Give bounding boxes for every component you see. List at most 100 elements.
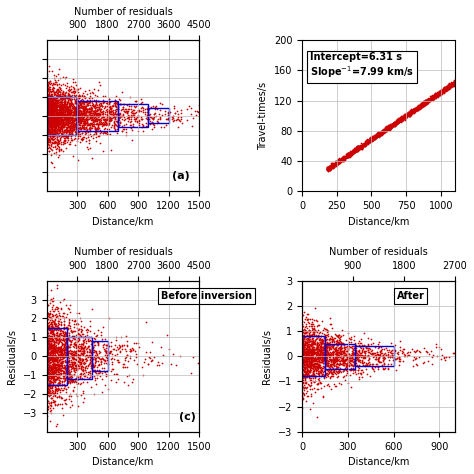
Point xyxy=(44,106,51,114)
Point xyxy=(66,108,74,115)
Point xyxy=(319,344,327,352)
Point xyxy=(392,118,400,125)
Point xyxy=(82,116,90,123)
Point xyxy=(313,413,321,420)
Point xyxy=(49,349,56,357)
Point xyxy=(72,91,79,99)
Point xyxy=(314,346,322,354)
Point xyxy=(419,101,427,109)
Point xyxy=(74,109,82,117)
Point xyxy=(64,334,71,342)
Point xyxy=(46,351,54,359)
Point xyxy=(81,120,89,128)
Point xyxy=(60,102,68,110)
Point xyxy=(47,128,55,136)
Point xyxy=(403,111,410,118)
Point xyxy=(75,120,82,128)
Point xyxy=(78,96,85,104)
Point xyxy=(46,122,54,129)
Point xyxy=(398,116,405,123)
Point xyxy=(54,87,61,94)
Point xyxy=(359,142,366,150)
Point xyxy=(393,118,401,126)
Point xyxy=(80,120,88,128)
Point xyxy=(58,128,65,135)
Point xyxy=(411,107,419,115)
Point xyxy=(370,361,377,368)
Point xyxy=(68,102,76,109)
Point xyxy=(47,114,55,122)
Point xyxy=(88,116,96,124)
Point xyxy=(326,350,333,358)
Point xyxy=(411,107,419,114)
Point xyxy=(427,95,435,102)
Point xyxy=(301,365,309,373)
Point xyxy=(343,151,351,159)
Point xyxy=(435,90,443,97)
Point xyxy=(71,131,78,138)
Point xyxy=(333,363,341,371)
Point xyxy=(100,116,108,124)
Point xyxy=(45,341,53,348)
Point xyxy=(300,367,307,374)
Point xyxy=(311,356,319,364)
Point xyxy=(428,93,436,101)
Point xyxy=(52,122,59,130)
Point xyxy=(360,143,367,150)
Point xyxy=(62,73,69,80)
Point xyxy=(450,81,457,88)
Point xyxy=(334,156,341,164)
Point xyxy=(62,336,69,343)
Point xyxy=(105,95,112,103)
Point xyxy=(75,115,83,123)
Point xyxy=(83,118,91,126)
Point xyxy=(44,343,51,351)
Point xyxy=(55,90,62,97)
Point xyxy=(338,156,346,164)
Point xyxy=(68,376,76,384)
Point xyxy=(379,353,387,360)
Point xyxy=(419,101,426,109)
Point xyxy=(444,83,452,91)
Point xyxy=(375,128,383,136)
Point xyxy=(69,122,76,130)
Point xyxy=(338,355,346,363)
Point xyxy=(365,137,372,145)
Point xyxy=(54,96,61,103)
Point xyxy=(58,351,65,358)
Point xyxy=(56,126,64,133)
Point xyxy=(46,339,53,346)
Point xyxy=(67,130,74,137)
Point xyxy=(60,369,67,377)
Point xyxy=(169,115,177,122)
Point xyxy=(371,132,379,139)
Point xyxy=(47,123,55,131)
Point xyxy=(310,356,318,364)
Point xyxy=(304,319,311,326)
Point xyxy=(43,376,51,384)
Point xyxy=(56,346,64,353)
Point xyxy=(58,120,66,128)
Point xyxy=(77,101,84,109)
Point xyxy=(51,331,58,339)
Point xyxy=(447,82,454,90)
Point xyxy=(71,116,79,123)
Point xyxy=(333,349,341,357)
Point xyxy=(68,317,75,324)
Point xyxy=(56,85,64,92)
Point xyxy=(75,91,82,99)
Point xyxy=(349,148,357,155)
Point xyxy=(371,368,378,375)
Point xyxy=(68,129,76,137)
Point xyxy=(76,374,83,382)
Point xyxy=(52,128,59,136)
Point xyxy=(323,347,330,355)
Point xyxy=(414,104,422,112)
Point xyxy=(44,110,52,118)
Point xyxy=(94,338,102,346)
Point xyxy=(299,355,307,363)
Point xyxy=(346,355,353,362)
Point xyxy=(49,100,56,107)
Point xyxy=(394,118,401,126)
Point xyxy=(87,333,94,340)
